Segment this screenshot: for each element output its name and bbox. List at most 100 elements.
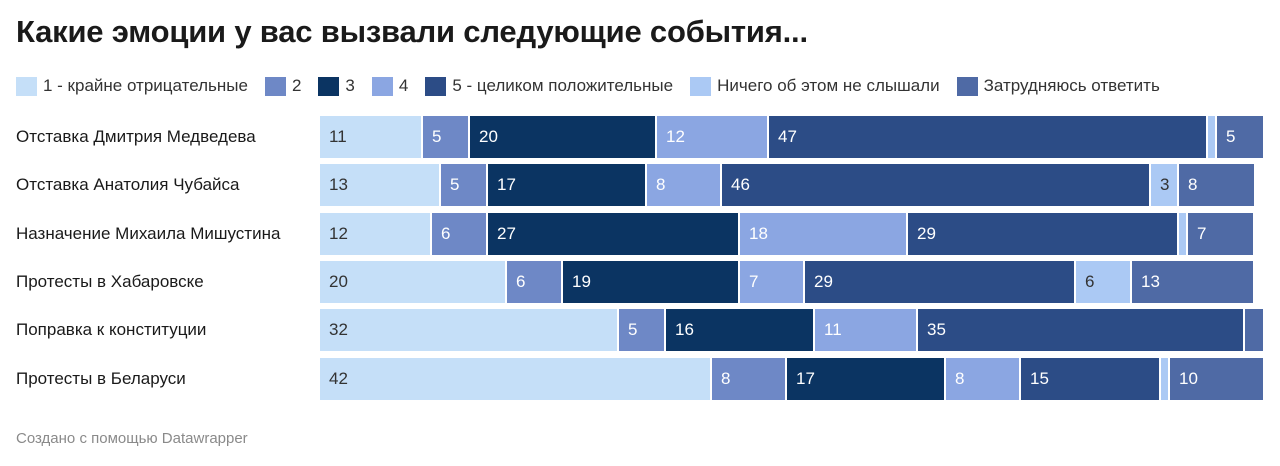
bar-segment: 13 [1132,260,1253,303]
data-label: 7 [1197,223,1207,243]
category-label: Назначение Михаила Мишустина [16,223,281,243]
bar-segment: 12 [657,116,769,158]
bar-segment: 6 [1076,260,1132,303]
data-label: 5 [1226,127,1236,146]
bar-segment [1161,357,1170,400]
data-label: 8 [721,368,731,388]
bar-segment: 8 [1179,164,1254,207]
data-label: 6 [441,223,451,243]
data-label: 5 [450,175,460,195]
stacked-bar: 13 5 17 8 46 3 8 [320,164,1254,207]
data-label: 16 [675,320,694,340]
bar-segment: 8 [712,357,787,400]
legend-swatch [690,76,712,96]
data-label: 7 [749,271,759,291]
category-label: Отставка Анатолия Чубайса [16,175,240,195]
bar-segment: 6 [432,212,488,255]
data-label: 12 [329,223,348,243]
data-label: 8 [955,368,965,388]
legend-item: 3 [318,76,355,96]
legend-swatch [371,76,393,96]
data-label: 19 [572,271,591,291]
data-label: 42 [329,368,348,388]
bar-segment: 7 [1188,212,1253,255]
data-label: 29 [917,223,936,243]
bar-segment: 46 [722,164,1151,207]
bar-segment: 20 [470,116,657,158]
data-label: 6 [1085,271,1095,291]
stacked-bar: 42 8 17 8 15 10 [320,357,1263,400]
bar-segment: 32 [320,309,619,352]
data-label: 32 [329,320,348,340]
legend-label: 3 [345,76,355,95]
data-label: 20 [329,271,348,291]
data-label: 8 [656,175,666,195]
data-label: 18 [749,223,768,243]
stacked-bar: 32 5 16 11 35 [320,309,1263,352]
legend-swatch [425,76,447,96]
legend-swatch [318,76,340,96]
bar-segment: 11 [320,116,423,158]
data-label: 13 [1141,271,1160,291]
bar-segment: 15 [1021,357,1161,400]
data-label: 46 [731,175,750,195]
legend-swatch [264,76,286,96]
chart-legend: 1 - крайне отрицательные 2 3 4 5 - целиком п… [16,74,1177,98]
bar-segment: 6 [507,260,563,303]
legend-item: 5 - целиком положительные [425,76,673,96]
bar-segment: 5 [423,116,470,158]
bar-segment [1245,309,1263,352]
bar-segment: 5 [1217,116,1263,158]
chart-title: Какие эмоции у вас вызвали следующие соб… [16,14,808,49]
data-label: 12 [666,127,685,146]
bar-segment: 13 [320,164,441,207]
data-label: 5 [432,127,442,146]
category-label: Поправка к конституции [16,320,207,340]
bar-segment: 12 [320,212,432,255]
data-label: 10 [1179,368,1198,388]
category-label: Протесты в Хабаровске [16,271,204,291]
bar-segment: 29 [908,212,1179,255]
bar-segment [1179,212,1188,255]
data-label: 17 [796,368,815,388]
data-label: 27 [497,223,516,243]
legend-item: 1 - крайне отрицательные [16,76,248,96]
legend-swatch [16,76,37,96]
bar-segment: 42 [320,357,712,400]
footer-credit: Создано с помощью Datawrapper [16,430,248,447]
stacked-bar: 12 6 27 18 29 7 [320,212,1253,255]
bar-segment: 17 [488,164,647,207]
bar-segment: 20 [320,260,507,303]
bar-segment: 5 [619,309,666,352]
data-label: 11 [824,320,842,340]
bar-segment: 10 [1170,357,1263,400]
category-label: Отставка Дмитрия Медведева [16,127,256,146]
legend-label: 2 [291,76,302,95]
stacked-bar: 11 5 20 12 47 5 [320,116,1263,158]
bar-segment: 18 [740,212,908,255]
legend-item: Затрудняюсь ответить [956,76,1160,96]
bar-segment [1208,116,1217,158]
data-label: 13 [329,175,348,195]
bar-segment: 8 [647,164,722,207]
data-label: 8 [1188,175,1198,195]
legend-item: 4 [371,76,409,96]
legend-label: Ничего об этом не слышали [717,76,940,95]
bar-segment: 47 [769,116,1208,158]
legend-label: 1 - крайне отрицательные [43,76,248,95]
bar-segment: 27 [488,212,740,255]
bar-segment: 17 [787,357,946,400]
data-label: 35 [927,320,946,340]
data-label: 29 [814,271,833,291]
data-label: 3 [1160,175,1170,195]
data-label: 17 [497,175,516,195]
data-label: 15 [1030,368,1049,388]
data-label: 5 [628,320,638,340]
bar-segment: 29 [805,260,1076,303]
legend-label: 4 [398,76,409,95]
legend-label: 5 - целиком положительные [452,76,674,95]
legend-swatch [956,76,978,96]
data-label: 11 [329,127,347,146]
stacked-bar: 20 6 19 7 29 6 13 [320,260,1253,303]
